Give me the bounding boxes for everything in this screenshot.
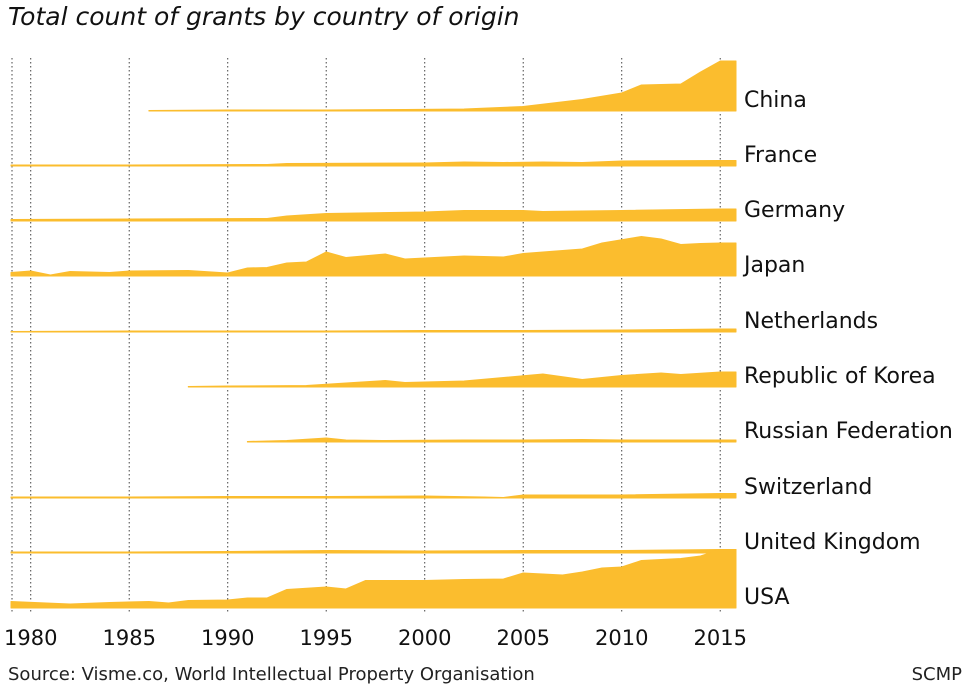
area-china	[148, 60, 737, 112]
area-united-kingdom	[10, 549, 737, 554]
series-label: Republic of Korea	[744, 364, 936, 389]
x-tick-label: 2005	[496, 626, 549, 650]
area-switzerland	[10, 493, 737, 499]
area-france	[10, 160, 737, 167]
series-label: United Kingdom	[744, 530, 921, 555]
series-label: Japan	[742, 253, 805, 278]
area-republic-of-korea	[187, 371, 737, 388]
area-usa	[10, 549, 737, 609]
x-tick-label: 2015	[693, 626, 746, 650]
series-label: China	[744, 88, 807, 113]
series-label: Switzerland	[744, 475, 872, 500]
area-russian-federation	[246, 437, 737, 443]
x-tick-label: 1995	[299, 626, 352, 650]
credit-label: SCMP	[911, 664, 962, 685]
series-label: Netherlands	[744, 309, 878, 334]
x-tick-label: 2010	[595, 626, 648, 650]
source-note: Source: Visme.co, World Intellectual Pro…	[8, 664, 535, 685]
x-tick-label: 1980	[4, 626, 57, 650]
x-tick-label: 1985	[102, 626, 155, 650]
chart-title: Total count of grants by country of orig…	[8, 2, 520, 31]
series-label: France	[744, 143, 817, 168]
area-netherlands	[10, 328, 737, 333]
series-label: USA	[744, 585, 790, 610]
series-label: Germany	[744, 198, 845, 223]
x-tick-label: 2000	[398, 626, 451, 650]
area-japan	[10, 236, 737, 277]
x-tick-label: 1990	[201, 626, 254, 650]
ridgeline-chart: China France Germany Japan Netherlands Republ…	[4, 58, 953, 650]
series-label: Russian Federation	[744, 419, 953, 444]
area-germany	[10, 208, 737, 222]
